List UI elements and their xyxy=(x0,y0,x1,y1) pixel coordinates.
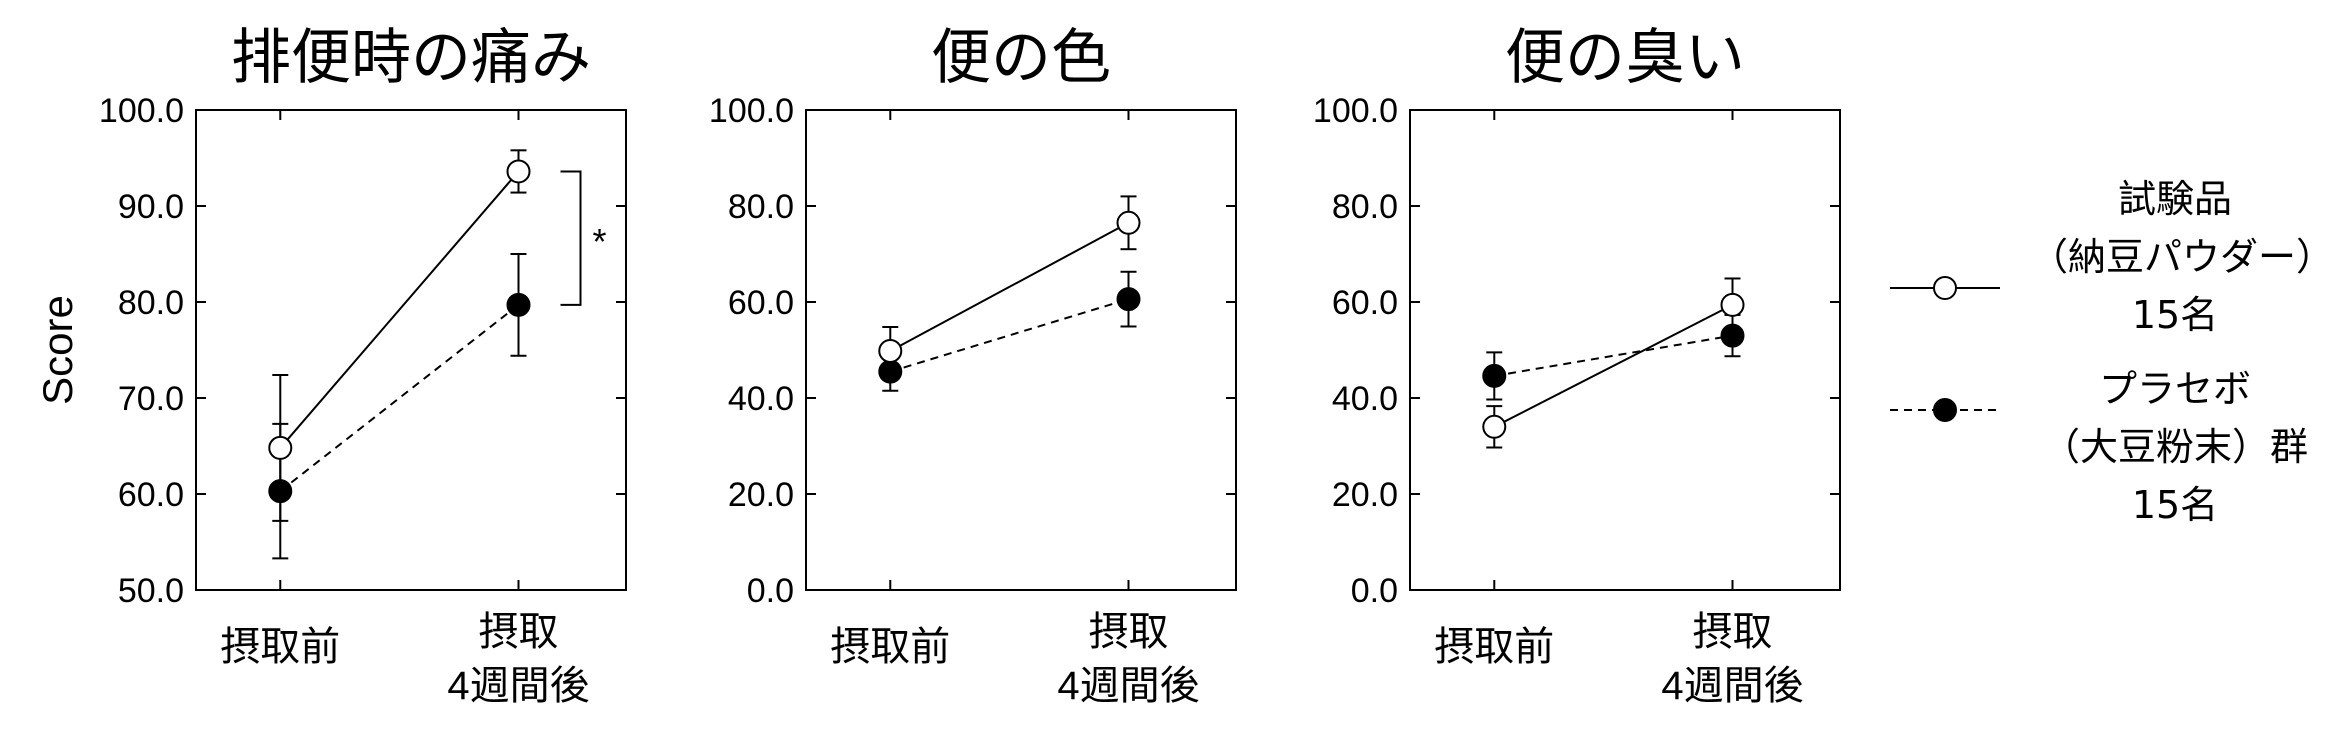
y-tick-label: 100.0 xyxy=(99,92,184,130)
legend-label-placebo: プラセボ （大豆粉末）群 15名 xyxy=(2030,360,2320,534)
x-tick-label: 4週間後 xyxy=(447,664,589,708)
chart-title: 便の色 xyxy=(931,24,1111,91)
series-line-placebo xyxy=(1494,334,1733,377)
y-tick-label: 50.0 xyxy=(118,572,184,610)
y-tick-label: 100.0 xyxy=(709,92,794,130)
legend-label-test: 試験品 （納豆パウダー）群 15名 xyxy=(2030,170,2326,344)
y-tick-label: 70.0 xyxy=(118,380,184,418)
x-tick-label: 4週間後 xyxy=(1661,664,1803,708)
legend-line: 試験品 xyxy=(2117,177,2232,221)
y-tick-label: 80.0 xyxy=(1332,188,1398,226)
chart-title: 便の臭い xyxy=(1505,24,1745,91)
chart-panel-3: 便の臭い 0.0 20.0 40.0 60.0 80.0 100.0 摂取前 摂取 4週間後 xyxy=(1313,24,1841,708)
series-line-test xyxy=(1493,303,1733,428)
chart-panel-1: 排便時の痛み 50.0 60.0 70.0 80.0 90.0 100.0 摂取前 摂取 4週間後… xyxy=(99,24,627,708)
series-line-test xyxy=(889,221,1129,352)
x-tick-label: 摂取前 xyxy=(830,625,950,669)
y-tick-label: 60.0 xyxy=(118,476,184,514)
y-tick-label: 100.0 xyxy=(1313,92,1398,130)
significance-mark: * xyxy=(593,221,607,262)
y-tick-label: 40.0 xyxy=(1332,380,1398,418)
plot-frame xyxy=(1409,109,1841,591)
legend-line: プラセボ xyxy=(2098,367,2251,411)
data-point-filled xyxy=(1482,363,1507,388)
data-point-open xyxy=(878,338,903,363)
y-tick-label: 20.0 xyxy=(1332,476,1398,514)
y-tick-label: 60.0 xyxy=(728,284,794,322)
y-tick-label: 0.0 xyxy=(747,572,794,610)
plot-frame xyxy=(805,109,1237,591)
x-tick-label: 摂取 xyxy=(479,610,559,654)
series-line-placebo xyxy=(889,298,1129,373)
y-tick-label: 90.0 xyxy=(118,188,184,226)
plot-frame xyxy=(195,109,627,591)
y-tick-label: 0.0 xyxy=(1351,572,1398,610)
data-point-filled xyxy=(506,292,531,317)
y-axis-label: Score xyxy=(34,295,81,405)
legend-line: 15名 xyxy=(2131,483,2219,527)
significance-bracket xyxy=(560,170,582,306)
data-point-open xyxy=(1116,210,1141,235)
data-point-filled xyxy=(1116,287,1141,312)
legend: 試験品 （納豆パウダー）群 15名 プラセボ （大豆粉末）群 15名 xyxy=(1880,150,2326,550)
data-point-open xyxy=(1482,414,1507,439)
legend-line: 15名 xyxy=(2131,293,2219,337)
y-tick-label: 40.0 xyxy=(728,380,794,418)
x-tick-label: 摂取前 xyxy=(1434,625,1554,669)
chart-panel-2: 便の色 0.0 20.0 40.0 60.0 80.0 100.0 摂取前 摂取 4週間後 xyxy=(709,24,1237,708)
data-point-open xyxy=(1720,292,1745,317)
x-tick-label: 摂取 xyxy=(1089,610,1169,654)
legend-symbol-filled-circle xyxy=(1890,398,2000,422)
chart-title: 排便時の痛み xyxy=(231,24,591,91)
legend-line: （大豆粉末）群 xyxy=(2041,425,2308,469)
legend-symbol-open-circle xyxy=(1890,276,2000,300)
x-tick-label: 摂取 xyxy=(1693,610,1773,654)
y-tick-label: 80.0 xyxy=(118,284,184,322)
x-tick-label: 摂取前 xyxy=(220,625,340,669)
y-tick-label: 60.0 xyxy=(1332,284,1398,322)
legend-line: （納豆パウダー）群 xyxy=(2030,235,2326,279)
data-point-open xyxy=(506,159,531,184)
y-tick-label: 20.0 xyxy=(728,476,794,514)
series-line-placebo xyxy=(279,304,520,492)
y-tick-label: 80.0 xyxy=(728,188,794,226)
x-tick-label: 4週間後 xyxy=(1057,664,1199,708)
data-point-open xyxy=(268,435,293,460)
series-line-test xyxy=(279,170,520,449)
